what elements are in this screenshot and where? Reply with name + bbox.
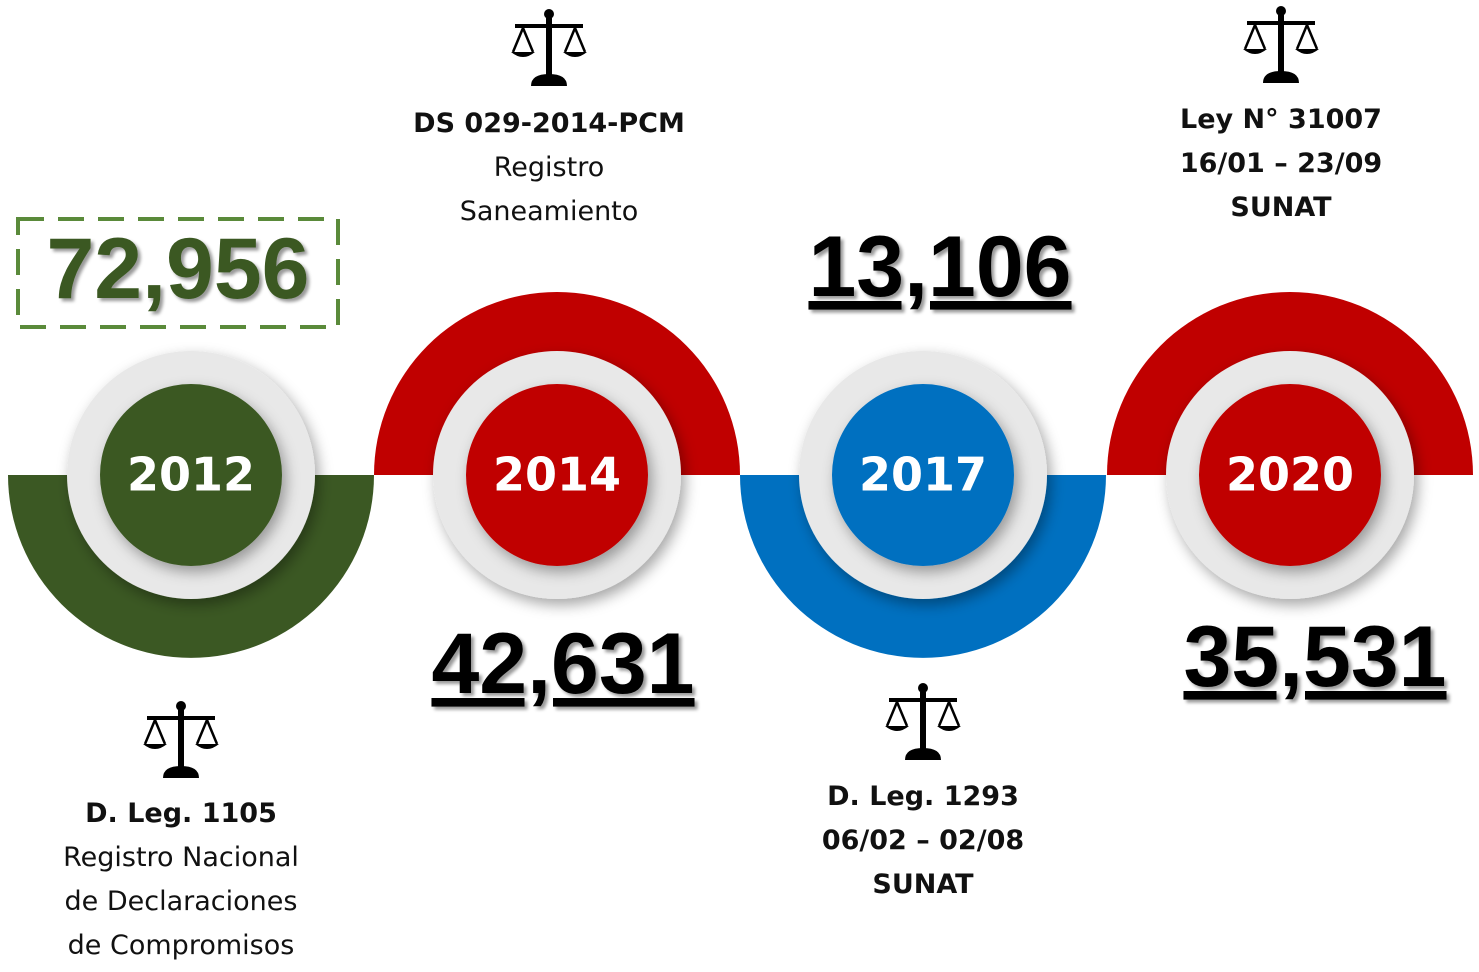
law-line: Saneamiento (460, 196, 639, 227)
law-icon (509, 8, 589, 88)
law-line: SUNAT (872, 869, 974, 900)
year-label: 2020 (1226, 448, 1354, 502)
law-line: de Compromisos (68, 930, 295, 961)
figure: 42,631 (431, 616, 694, 712)
law-title: DS 029-2014-PCM (413, 108, 685, 139)
year-circle (466, 384, 648, 566)
year-label: 2014 (493, 448, 621, 502)
year-label: 2017 (859, 448, 987, 502)
year-circle (1199, 384, 1381, 566)
law-line: Registro Nacional (63, 842, 299, 873)
figure: 72,956 (46, 221, 309, 317)
law-line: de Declaraciones (65, 886, 298, 917)
law-line: 16/01 – 23/09 (1180, 148, 1382, 179)
law-icon (883, 682, 963, 762)
year-circle (832, 384, 1014, 566)
law-title: Ley N° 31007 (1180, 104, 1382, 135)
year-label: 2012 (127, 448, 255, 502)
law-title: D. Leg. 1293 (827, 781, 1019, 812)
figure: 13,106 (808, 219, 1071, 315)
law-line: SUNAT (1230, 192, 1332, 223)
figure-box (16, 217, 340, 329)
figure: 35,531 (1183, 609, 1446, 705)
law-line: Registro (494, 152, 604, 183)
law-icon (141, 700, 221, 780)
year-circle (100, 384, 282, 566)
timeline-shapes: 2012 D. Leg. 1105 Registro Nacional de Decl… (8, 5, 1473, 961)
law-title: D. Leg. 1105 (85, 798, 277, 829)
law-line: 06/02 – 02/08 (822, 825, 1024, 856)
law-icon (1241, 5, 1321, 85)
